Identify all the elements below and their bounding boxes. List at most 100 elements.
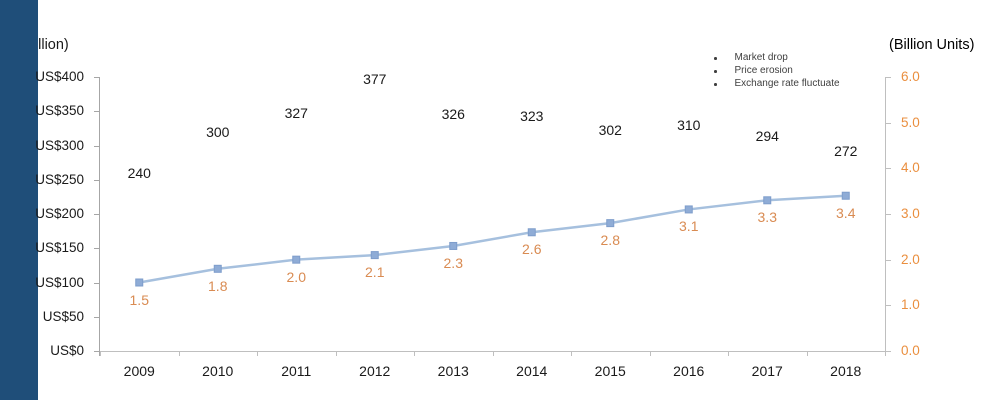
bar-value-label: 300 (206, 123, 230, 140)
x-axis-tick (335, 351, 337, 356)
line-marker (213, 264, 222, 273)
right-axis-tick-label: 5.0 (901, 114, 920, 130)
line-value-label: 3.4 (836, 204, 856, 221)
line-value-label: 1.8 (208, 277, 228, 294)
bar-value-label: 326 (441, 105, 465, 122)
right-axis-tick (885, 168, 891, 170)
right-axis-tick-label: 0.0 (901, 343, 920, 358)
bullet-icon (714, 83, 717, 86)
x-axis-category-label: 2013 (437, 363, 469, 379)
left-axis-tick-label: US$0 (50, 343, 84, 358)
left-axis-tick-label: US$350 (35, 103, 84, 119)
x-axis-tick (257, 351, 258, 356)
x-axis-category-label: 2014 (516, 363, 548, 379)
left-axis-tick-label: US$200 (35, 206, 84, 221)
left-axis-tick (94, 282, 99, 284)
bar-value-label: 302 (598, 122, 622, 139)
x-axis-category-label: 2017 (751, 363, 783, 379)
left-axis-tick (94, 145, 99, 147)
left-axis-tick-label: US$300 (35, 137, 84, 153)
bar-value-label: 310 (677, 116, 701, 133)
right-axis-tick-label: 4.0 (901, 160, 920, 176)
left-axis-tick (94, 248, 99, 250)
bar-value-label: 240 (127, 164, 151, 181)
x-axis-tick (728, 351, 729, 356)
line-value-label: 3.3 (757, 209, 777, 226)
bar-value-label: 327 (284, 105, 308, 121)
line-marker (527, 228, 536, 237)
x-axis-tick (492, 351, 494, 356)
line-value-label: 2.1 (365, 264, 385, 281)
left-axis-tick (94, 351, 99, 352)
annotation-item: Market drop (714, 52, 840, 64)
bar-value-label: 272 (834, 142, 858, 159)
line-value-label: 3.1 (679, 218, 699, 235)
left-axis-line (99, 77, 100, 356)
left-axis-tick-label: US$250 (35, 171, 84, 187)
x-axis-tick (178, 351, 180, 356)
right-axis-tick (885, 214, 891, 215)
x-axis-category-label: 2016 (673, 363, 705, 379)
right-axis-tick (885, 305, 891, 307)
line-value-label: 2.8 (600, 232, 620, 249)
right-axis-tick-label: 1.0 (901, 297, 920, 313)
right-axis-tick-label: 2.0 (901, 251, 920, 267)
left-axis-tick-label: US$150 (35, 240, 84, 256)
annotation-item: Exchange rate fluctuate (714, 78, 840, 90)
x-axis-category-label: 2018 (830, 363, 862, 379)
line-value-label: 1.5 (129, 291, 149, 308)
x-axis-category-label: 2011 (281, 363, 312, 379)
bullet-icon (714, 70, 717, 73)
annotation-item: Price erosion (714, 65, 840, 77)
right-axis-tick (885, 351, 891, 352)
x-axis-category-label: 2009 (123, 363, 155, 379)
line-marker (292, 255, 301, 264)
x-axis-tick (100, 351, 101, 356)
left-axis-tick (94, 111, 99, 113)
bar-value-label: 294 (755, 127, 779, 144)
bar (0, 164, 38, 370)
line-marker (449, 241, 458, 250)
annotation-text: Price erosion (734, 65, 793, 76)
line-marker (841, 191, 850, 200)
bar (0, 0, 38, 165)
x-axis-category-label: 2010 (202, 363, 234, 379)
line-value-label: 2.3 (443, 254, 463, 271)
line-marker (370, 251, 379, 260)
right-axis-tick (885, 77, 891, 78)
bar-value-label: 323 (520, 107, 544, 124)
right-axis-tick (885, 259, 891, 261)
left-axis-tick (94, 214, 99, 215)
annotation-text: Market drop (734, 52, 788, 63)
left-axis-tick-label: US$100 (35, 274, 84, 290)
left-axis-tick-label: US$400 (35, 69, 84, 84)
bar (0, 369, 38, 400)
x-axis-tick (806, 351, 808, 356)
x-axis-tick (649, 351, 651, 356)
x-axis-tick (885, 351, 886, 356)
left-axis-tick-label: US$50 (42, 308, 84, 324)
annotation-list: Market drop Price erosion Exchange rate fl… (714, 52, 840, 90)
right-axis-tick (885, 122, 891, 124)
right-axis-tick-label: 6.0 (901, 69, 920, 84)
left-axis-tick (94, 77, 99, 78)
line-marker (684, 205, 693, 214)
x-axis-tick (414, 351, 415, 356)
left-axis-tick (94, 316, 99, 318)
bar-value-label: 377 (363, 70, 387, 87)
line-value-label: 2.6 (522, 241, 542, 258)
bullet-icon (714, 57, 717, 60)
annotation-text: Exchange rate fluctuate (734, 78, 840, 89)
line-marker (763, 196, 772, 205)
x-axis-tick (571, 351, 572, 356)
x-axis-category-label: 2012 (359, 363, 391, 379)
line-marker (606, 219, 615, 228)
line-marker (135, 278, 144, 287)
right-axis-unit-label: (Billion Units) (889, 37, 975, 53)
line-value-label: 2.0 (286, 268, 306, 285)
line-path (139, 194, 846, 284)
left-axis-tick (94, 179, 99, 181)
